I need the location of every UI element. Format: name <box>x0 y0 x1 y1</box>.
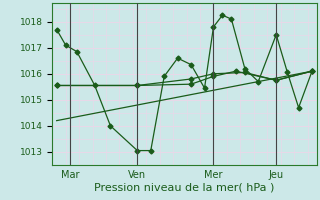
X-axis label: Pression niveau de la mer( hPa ): Pression niveau de la mer( hPa ) <box>94 183 275 193</box>
